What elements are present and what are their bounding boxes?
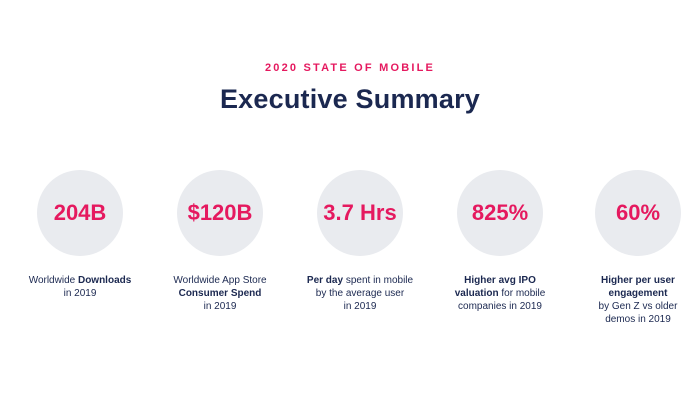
caption-line: companies in 2019 xyxy=(458,301,542,312)
caption-line: Consumer Spend xyxy=(178,288,262,299)
stat-value: $120B xyxy=(187,200,253,225)
stat-value: 60% xyxy=(615,200,661,225)
caption-line: demos in 2019 xyxy=(605,314,671,325)
stat-circle: 60% xyxy=(595,170,681,256)
stat-circle: 825% xyxy=(457,170,543,256)
stat-consumer-spend: $120B Worldwide App Store Consumer Spend… xyxy=(150,170,290,313)
caption-line: in 2019 xyxy=(203,301,237,312)
caption-line: in 2019 xyxy=(63,288,97,299)
caption-line: by Gen Z vs older xyxy=(598,301,678,312)
stat-caption: Higher avg IPO valuation for mobile comp… xyxy=(430,274,570,313)
stat-time-per-day: 3.7 Hrs Per day spent in mobile by the a… xyxy=(290,170,430,313)
stat-caption: Per day spent in mobile by the average u… xyxy=(290,274,430,313)
stat-caption: Worldwide Downloads in 2019 xyxy=(10,274,150,300)
page-title: Executive Summary xyxy=(219,84,481,114)
caption-line: Per day spent in mobile xyxy=(306,275,414,286)
stat-caption: Higher per user engagement by Gen Z vs o… xyxy=(568,274,700,326)
stat-caption: Worldwide App Store Consumer Spend in 20… xyxy=(150,274,290,313)
caption-line: Worldwide Downloads xyxy=(28,275,132,286)
caption-line: in 2019 xyxy=(343,301,377,312)
stat-circle: 3.7 Hrs xyxy=(317,170,403,256)
stat-value: 3.7 Hrs xyxy=(323,200,397,225)
stat-engagement: 60% Higher per user engagement by Gen Z … xyxy=(568,170,700,326)
stat-circle: 204B xyxy=(37,170,123,256)
stat-value: 825% xyxy=(471,200,529,225)
stat-value: 204B xyxy=(53,200,107,225)
eyebrow-label: 2020 STATE OF MOBILE xyxy=(264,62,436,74)
caption-line: valuation for mobile xyxy=(454,288,546,299)
stat-circle: $120B xyxy=(177,170,263,256)
caption-line: Worldwide App Store xyxy=(173,275,267,286)
stat-ipo-valuation: 825% Higher avg IPO valuation for mobile… xyxy=(430,170,570,313)
caption-line: Higher avg IPO xyxy=(464,275,536,286)
caption-line: Higher per user xyxy=(601,275,675,286)
caption-line: by the average user xyxy=(315,288,405,299)
stat-downloads: 204B Worldwide Downloads in 2019 xyxy=(10,170,150,300)
caption-line: engagement xyxy=(608,288,668,299)
